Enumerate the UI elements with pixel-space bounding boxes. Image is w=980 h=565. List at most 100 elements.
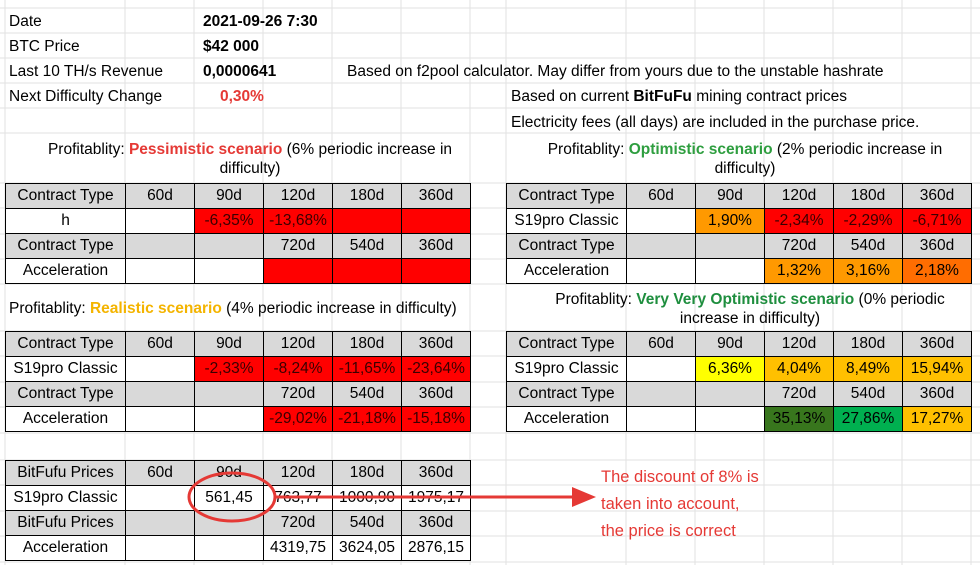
discount-note: The discount of 8% is taken into account… xyxy=(601,464,759,545)
optimistic-scenario-name: Optimistic scenario xyxy=(628,141,773,158)
realistic-row: Contract Type 720d 540d 360d xyxy=(5,381,471,407)
very-optimistic-cell: 90d xyxy=(695,331,765,357)
discount-note-line3: the price is correct xyxy=(601,522,736,540)
very-optimistic-title: Profitablity: Very Very Optimistic scena… xyxy=(530,290,970,328)
very-optimistic-cell: 4,04% xyxy=(764,356,834,382)
prices-cell: 540d xyxy=(332,510,402,536)
prices-cell: 4319,75 xyxy=(263,535,333,561)
prices-row: Acceleration 4319,75 3624,05 2876,15 xyxy=(5,535,471,561)
optimistic-row: Contract Type 720d 540d 360d xyxy=(506,233,972,259)
realistic-cell: -29,02% xyxy=(263,406,333,432)
optimistic-cell: S19pro Classic xyxy=(506,208,627,234)
realistic-cell xyxy=(125,356,195,382)
prices-cell xyxy=(125,510,195,536)
electricity-note: Electricity fees (all days) are included… xyxy=(511,114,920,131)
pessimistic-row: Contract Type 720d 540d 360d xyxy=(5,233,471,259)
pessimistic-cell xyxy=(125,208,195,234)
very-optimistic-cell: 15,94% xyxy=(902,356,972,382)
realistic-cell: 360d xyxy=(401,381,471,407)
pessimistic-cell: Acceleration xyxy=(5,258,126,284)
very-optimistic-cell: Contract Type xyxy=(506,381,627,407)
prices-cell: BitFufu Prices xyxy=(5,510,126,536)
pessimistic-cell xyxy=(401,208,471,234)
very-optimistic-cell xyxy=(626,406,696,432)
pessimistic-cell: Contract Type xyxy=(5,183,126,209)
pessimistic-scenario-name: Pessimistic scenario xyxy=(128,141,283,158)
realistic-row: Contract Type 60d 90d 120d 180d 360d xyxy=(5,331,471,357)
prices-row: BitFufu Prices 60d 90d 120d 180d 360d xyxy=(5,460,471,486)
optimistic-row: Acceleration 1,32% 3,16% 2,18% xyxy=(506,258,972,284)
optimistic-cell xyxy=(626,258,696,284)
discount-note-line1: The discount of 8% is xyxy=(601,468,759,486)
very-optimistic-cell: 360d xyxy=(902,331,972,357)
date-value: 2021-09-26 7:30 xyxy=(203,13,318,30)
prices-row: BitFufu Prices 720d 540d 360d xyxy=(5,510,471,536)
btc-price-value: $42 000 xyxy=(203,38,260,55)
realistic-cell: -11,65% xyxy=(332,356,402,382)
prices-cell: 3624,05 xyxy=(332,535,402,561)
optimistic-cell xyxy=(695,233,765,259)
very-optimistic-cell xyxy=(626,356,696,382)
realistic-cell: 720d xyxy=(263,381,333,407)
prices-cell: Acceleration xyxy=(5,535,126,561)
very-optimistic-cell: S19pro Classic xyxy=(506,356,627,382)
optimistic-table: Contract Type 60d 90d 120d 180d 360d S19pro Cl… xyxy=(506,183,972,284)
realistic-row: Acceleration -29,02% -21,18% -15,18% xyxy=(5,406,471,432)
very-optimistic-scenario-name: Very Very Optimistic scenario xyxy=(636,291,855,308)
pessimistic-row: Acceleration xyxy=(5,258,471,284)
realistic-title-prefix: Profitablity: xyxy=(9,300,90,317)
very-optimistic-cell: 120d xyxy=(764,331,834,357)
optimistic-cell: 120d xyxy=(764,183,834,209)
realistic-title-suffix: (4% periodic increase in difficulty) xyxy=(221,300,457,317)
discount-note-line2: taken into account, xyxy=(601,495,740,513)
contract-note-brand: BitFuFu xyxy=(633,88,692,105)
realistic-cell: 540d xyxy=(332,381,402,407)
realistic-cell: -23,64% xyxy=(401,356,471,382)
prices-cell: 720d xyxy=(263,510,333,536)
realistic-cell: -2,33% xyxy=(194,356,264,382)
prices-cell xyxy=(125,535,195,561)
realistic-cell: Acceleration xyxy=(5,406,126,432)
prices-cell xyxy=(194,535,264,561)
prices-cell: 120d xyxy=(263,460,333,486)
optimistic-row: Contract Type 60d 90d 120d 180d 360d xyxy=(506,183,972,209)
realistic-title: Profitablity: Realistic scenario (4% per… xyxy=(9,299,489,318)
realistic-cell: S19pro Classic xyxy=(5,356,126,382)
realistic-cell xyxy=(125,381,195,407)
prices-cell: 561,45 xyxy=(194,485,264,511)
realistic-table: Contract Type 60d 90d 120d 180d 360d S19pro Cl… xyxy=(5,331,471,432)
realistic-cell: -15,18% xyxy=(401,406,471,432)
pessimistic-cell: 120d xyxy=(263,183,333,209)
pessimistic-cell xyxy=(125,233,195,259)
difficulty-label: Next Difficulty Change xyxy=(9,88,163,105)
realistic-cell: 60d xyxy=(125,331,195,357)
optimistic-cell xyxy=(695,258,765,284)
pessimistic-cell xyxy=(332,258,402,284)
optimistic-title: Profitablity: Optimistic scenario (2% pe… xyxy=(520,140,970,178)
very-optimistic-cell xyxy=(695,406,765,432)
prices-cell: 1000,90 xyxy=(332,485,402,511)
very-optimistic-cell xyxy=(695,381,765,407)
very-optimistic-row: S19pro Classic 6,36% 4,04% 8,49% 15,94% xyxy=(506,356,972,382)
realistic-cell: 360d xyxy=(401,331,471,357)
pessimistic-cell: h xyxy=(5,208,126,234)
revenue-label: Last 10 TH/s Revenue xyxy=(9,63,163,80)
prices-cell: 360d xyxy=(401,460,471,486)
optimistic-cell: 60d xyxy=(626,183,696,209)
date-label: Date xyxy=(9,13,42,30)
very-optimistic-cell xyxy=(626,381,696,407)
very-optimistic-row: Acceleration 35,13% 27,86% 17,27% xyxy=(506,406,972,432)
very-optimistic-cell: 35,13% xyxy=(764,406,834,432)
difficulty-value: 0,30% xyxy=(220,88,264,105)
optimistic-title-suffix: (2% periodic increase in difficulty) xyxy=(714,141,943,177)
very-optimistic-cell: 180d xyxy=(833,331,903,357)
pessimistic-cell: 360d xyxy=(401,183,471,209)
prices-cell: 60d xyxy=(125,460,195,486)
very-optimistic-cell: 720d xyxy=(764,381,834,407)
pessimistic-cell: -6,35% xyxy=(194,208,264,234)
btc-price-label: BTC Price xyxy=(9,38,80,55)
realistic-cell: Contract Type xyxy=(5,331,126,357)
prices-cell: 180d xyxy=(332,460,402,486)
optimistic-cell: Contract Type xyxy=(506,183,627,209)
realistic-cell: 180d xyxy=(332,331,402,357)
